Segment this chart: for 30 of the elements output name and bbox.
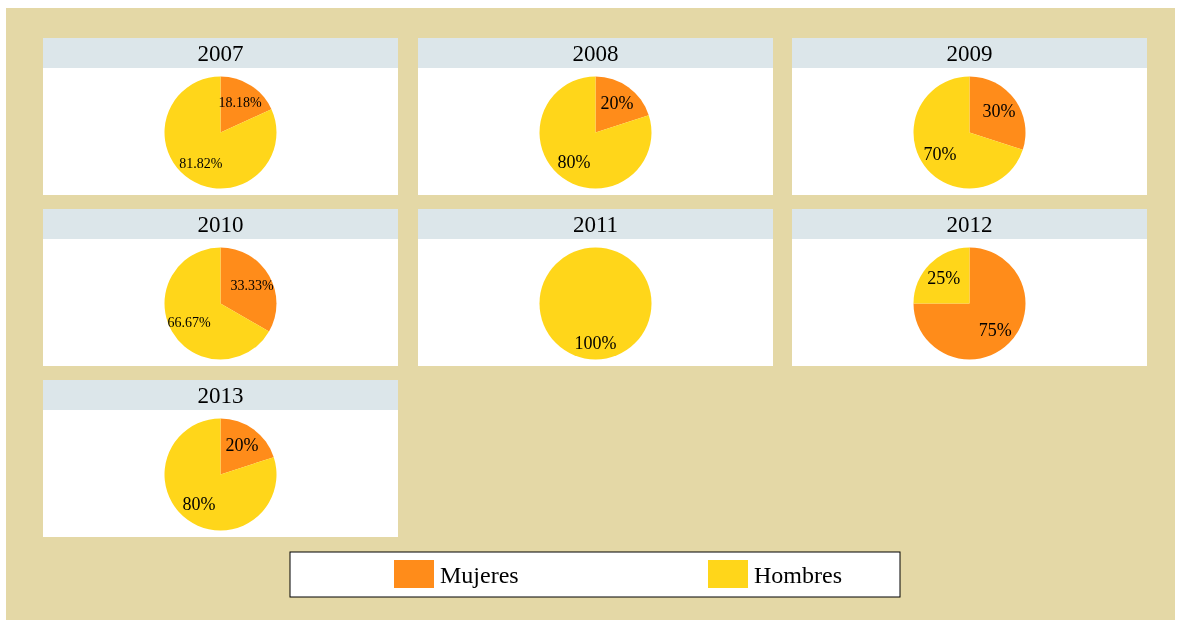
chart-title: 2010 [197, 212, 244, 237]
pie-slice [164, 76, 277, 189]
pie-slice [220, 247, 277, 332]
data-label: 80% [557, 152, 591, 173]
data-label: 66.67% [167, 314, 211, 330]
chart-title: 2008 [572, 41, 619, 66]
chart-title: 2007 [197, 41, 244, 66]
chart-title: 2011 [572, 212, 619, 237]
pie-slice [164, 418, 277, 531]
data-label: 33.33% [230, 278, 274, 294]
legend-label: Mujeres [440, 562, 519, 588]
legend-label: Hombres [754, 562, 842, 588]
data-label: 18.18% [218, 94, 263, 110]
data-label: 70% [923, 144, 957, 165]
chart-title: 2009 [946, 41, 993, 66]
pie-slice [969, 76, 1026, 150]
chart-title: 2013 [197, 383, 244, 408]
data-label: 25% [927, 268, 961, 289]
pie-slice [913, 76, 1023, 189]
chart-title: 2012 [946, 212, 993, 237]
data-label: 75% [978, 319, 1012, 340]
data-label: 100% [574, 333, 617, 353]
data-label: 80% [182, 494, 216, 515]
data-label: 20% [600, 93, 634, 114]
pie-slice [913, 247, 1026, 360]
pie-slice [913, 247, 970, 304]
data-label: 81.82% [179, 156, 223, 172]
data-label: 20% [225, 435, 259, 456]
data-label: 30% [982, 101, 1016, 122]
pie-slice [539, 76, 652, 189]
